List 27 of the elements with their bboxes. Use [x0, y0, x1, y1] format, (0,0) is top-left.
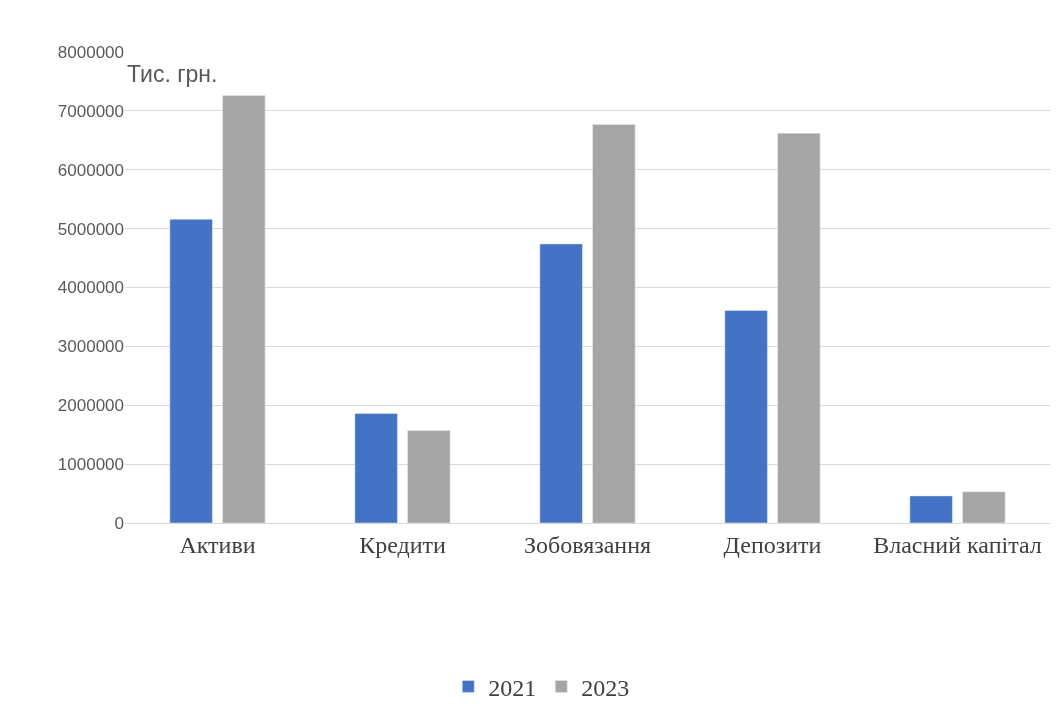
y-tick-label: 3000000 [57, 337, 124, 357]
bar [539, 243, 583, 523]
bar [222, 95, 266, 523]
bar [592, 124, 636, 523]
y-tick-label: 6000000 [57, 160, 124, 180]
bar [354, 413, 398, 523]
x-tick-label: Депозити [723, 531, 822, 558]
legend-label: 2023 [581, 674, 630, 701]
y-tick-label: 5000000 [57, 219, 124, 239]
x-tick-label: Кредити [359, 531, 447, 558]
annotation: Тис. грн. [127, 61, 218, 87]
x-tick-label: Активи [179, 531, 256, 558]
x-tick-label: Зобовязання [523, 531, 652, 558]
y-tick-label: 4000000 [57, 278, 124, 298]
y-tick-label: 1000000 [57, 455, 124, 475]
y-tick-label: 2000000 [57, 396, 124, 416]
bar [962, 491, 1006, 523]
bar [169, 218, 213, 523]
bar [407, 430, 451, 523]
legend-label: 2021 [488, 674, 537, 701]
bar [777, 133, 821, 523]
y-tick-label: 7000000 [57, 101, 124, 121]
y-tick-label: 8000000 [57, 42, 124, 62]
bar [724, 310, 768, 523]
bar [909, 495, 953, 523]
y-tick-label: 0 [114, 513, 124, 533]
x-tick-label: Власний капітал [873, 531, 1042, 558]
